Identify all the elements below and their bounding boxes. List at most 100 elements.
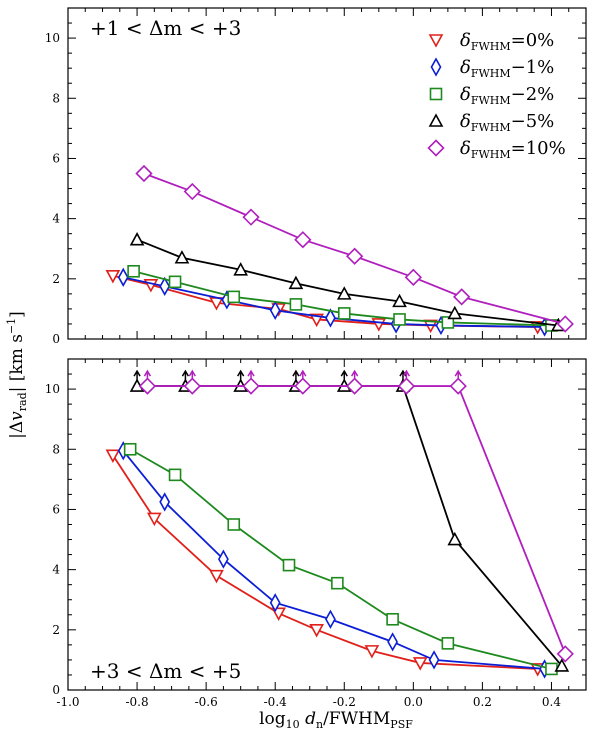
upper-limit-arrowhead (143, 369, 152, 377)
upper-limit-arrowhead (454, 369, 462, 377)
series-2 (117, 441, 550, 679)
xlabel-main: log (259, 709, 286, 729)
data-point (294, 231, 312, 249)
upper-limit-arrowhead (350, 369, 359, 377)
data-point (447, 305, 463, 320)
upper-limit-arrowhead (299, 369, 307, 377)
data-point (309, 624, 324, 638)
series-line (123, 276, 545, 328)
data-point (288, 275, 304, 290)
data-point (441, 316, 455, 329)
y-tick-label: 6 (52, 151, 60, 165)
data-point (135, 164, 153, 183)
y-tick-label: 8 (52, 442, 60, 456)
data-point (428, 650, 440, 670)
x-tick-label: 0.0 (404, 695, 423, 709)
data-point (397, 377, 416, 395)
xlabel-sub1: 10 (286, 718, 300, 731)
panel-label: +3 < Δm < +5 (90, 659, 241, 683)
data-point (183, 182, 201, 201)
data-point (146, 512, 162, 527)
data-point (227, 290, 241, 304)
y-axis-label: |Δvrad| [km s−1] (5, 311, 29, 439)
y-tick-label: 4 (52, 212, 60, 226)
data-point (209, 569, 224, 584)
data-point (127, 264, 140, 278)
data-point (545, 662, 558, 676)
series-5 (135, 164, 574, 333)
data-point (404, 268, 422, 286)
ylabel-sup: −1 (5, 318, 18, 334)
xlabel-sub3: PSF (390, 718, 413, 731)
data-point (325, 308, 336, 328)
xlabel-sub2: n (316, 718, 323, 731)
upper-limit-arrowhead (340, 369, 348, 377)
data-point (556, 315, 574, 333)
ylabel-end: ] (7, 311, 27, 318)
series-line (129, 448, 552, 670)
data-point (453, 288, 471, 306)
xlabel-rest: /FWHM (323, 709, 390, 729)
y-tick-label: 2 (52, 272, 60, 286)
series-5 (138, 369, 574, 663)
legend-label: δFWHM=10% (460, 138, 566, 161)
data-point (129, 232, 145, 246)
series-line (147, 385, 567, 655)
series-3 (123, 442, 558, 676)
series-line (143, 172, 566, 325)
xlabel-mid: d (300, 709, 316, 729)
data-point (345, 247, 364, 265)
series-line (122, 450, 545, 670)
x-axis-label: log10 dn/FWHMPSF (259, 709, 413, 731)
y-tick-label: 4 (52, 563, 60, 577)
legend: δFWHM=0% δFWHM−1% δFWHM−2% δFWHM−5% δFWHM=10… (427, 30, 566, 161)
data-point (325, 609, 336, 629)
data-point (138, 377, 157, 395)
data-point (387, 632, 399, 652)
data-point (168, 275, 182, 289)
data-point (174, 250, 190, 264)
data-point (227, 518, 241, 531)
upper-limit-arrowhead (237, 369, 245, 377)
y-tick-label: 2 (52, 623, 60, 637)
ylabel-right: | [km s (7, 334, 27, 392)
data-point (441, 637, 455, 650)
data-point (337, 307, 351, 320)
y-tick-label: 0 (52, 683, 60, 697)
upper-limit-arrowhead (402, 369, 411, 377)
x-tick-label: -0.6 (195, 695, 218, 709)
data-point (269, 300, 281, 321)
data-point (105, 449, 121, 463)
legend-label: δFWHM=0% (460, 30, 554, 53)
data-point (364, 645, 380, 659)
x-tick-label: -1.0 (56, 695, 79, 709)
upper-limit-arrowhead (247, 369, 255, 377)
data-point (269, 593, 281, 613)
data-point (105, 270, 121, 284)
series-line (133, 270, 552, 327)
legend-marker (427, 139, 445, 157)
series-line (136, 238, 559, 327)
data-point (282, 558, 296, 572)
y-tick-label: 10 (45, 31, 60, 45)
upper-limit-arrowhead (292, 369, 300, 377)
y-tick-label: 8 (52, 91, 60, 105)
data-point (117, 267, 129, 287)
data-point (289, 298, 303, 311)
x-tick-label: 0.2 (473, 695, 492, 709)
data-point (447, 531, 463, 546)
data-point (336, 286, 352, 300)
y-tick-label: 10 (45, 382, 60, 396)
data-point (331, 576, 344, 590)
data-point (168, 468, 182, 482)
legend-marker (428, 113, 444, 127)
legend-label: δFWHM−1% (460, 57, 554, 80)
series-1 (105, 449, 546, 677)
data-point (386, 612, 399, 626)
x-tick-label: -0.2 (333, 695, 356, 709)
upper-limit-arrowhead (181, 369, 190, 377)
